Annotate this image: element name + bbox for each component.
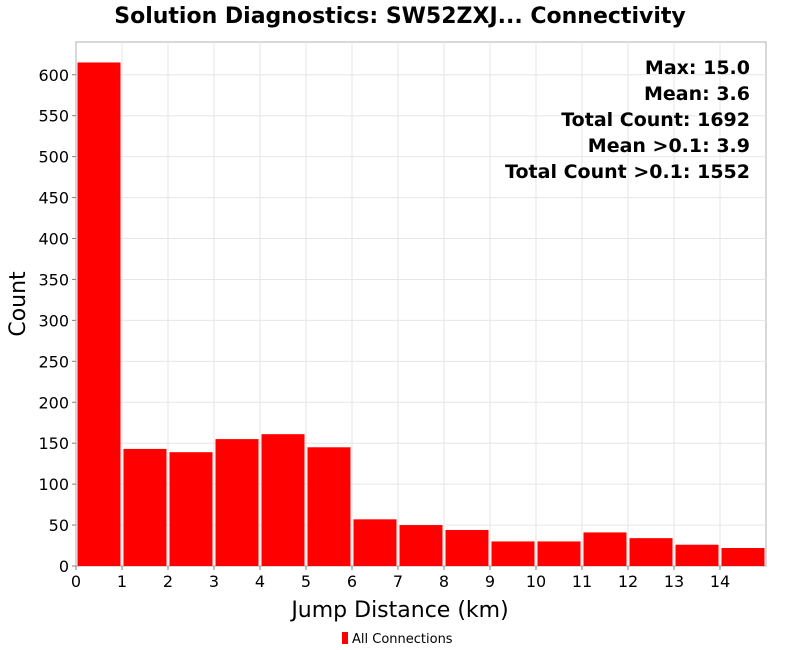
y-axis-label: Count [6, 271, 31, 337]
y-tick-label: 600 [38, 66, 69, 85]
x-tick-label: 3 [209, 572, 219, 591]
bar[interactable] [675, 544, 719, 566]
grid-lines [76, 42, 766, 566]
y-tick-label: 500 [38, 148, 69, 167]
legend[interactable]: All Connections [342, 632, 453, 647]
stat-line: Total Count: 1692 [561, 109, 750, 131]
x-tick-label: 1 [117, 572, 127, 591]
bars [77, 62, 765, 566]
x-tick-label: 10 [526, 572, 546, 591]
x-tick-label: 11 [572, 572, 592, 591]
y-tick-label: 400 [38, 230, 69, 249]
x-tick-label: 5 [301, 572, 311, 591]
y-tick-label: 300 [38, 311, 69, 330]
bar[interactable] [491, 541, 535, 566]
y-axis-ticks: 0 50 100 150 200 250 300 350 400 450 500 550 600 [38, 66, 76, 576]
y-tick-label: 150 [38, 434, 69, 453]
y-tick-label: 200 [38, 393, 69, 412]
x-tick-label: 14 [710, 572, 730, 591]
y-tick-label: 250 [38, 352, 69, 371]
bar[interactable] [307, 447, 351, 566]
bar[interactable] [537, 541, 581, 566]
y-tick-label: 350 [38, 270, 69, 289]
x-tick-label: 12 [618, 572, 638, 591]
y-tick-label: 550 [38, 107, 69, 126]
x-tick-label: 7 [393, 572, 403, 591]
bar[interactable] [261, 434, 305, 566]
y-tick-label: 100 [38, 475, 69, 494]
bar[interactable] [215, 439, 259, 566]
bar[interactable] [353, 519, 397, 566]
bar[interactable] [399, 525, 443, 566]
x-tick-label: 6 [347, 572, 357, 591]
x-axis-ticks: 0 1 2 3 4 5 6 7 8 9 10 11 12 13 14 [71, 566, 730, 591]
stat-line: Total Count >0.1: 1552 [505, 161, 750, 183]
bar[interactable] [77, 62, 121, 566]
stat-line: Max: 15.0 [645, 57, 750, 79]
bar[interactable] [123, 448, 167, 566]
x-axis-label: Jump Distance (km) [289, 598, 508, 623]
x-tick-label: 4 [255, 572, 265, 591]
bar[interactable] [583, 532, 627, 566]
bar[interactable] [721, 547, 765, 566]
y-tick-label: 0 [59, 557, 69, 576]
bar[interactable] [629, 538, 673, 566]
x-tick-label: 2 [163, 572, 173, 591]
chart-title: Solution Diagnostics: SW52ZXJ... Connect… [114, 4, 685, 29]
y-tick-label: 50 [49, 516, 69, 535]
stat-line: Mean: 3.6 [644, 83, 750, 105]
stat-line: Mean >0.1: 3.9 [588, 135, 750, 157]
bar[interactable] [445, 529, 489, 566]
x-tick-label: 9 [485, 572, 495, 591]
x-tick-label: 0 [71, 572, 81, 591]
legend-swatch [342, 632, 348, 644]
stats-annotation: Max: 15.0 Mean: 3.6 Total Count: 1692 Mean … [505, 57, 750, 183]
bar[interactable] [169, 452, 213, 566]
y-tick-label: 450 [38, 189, 69, 208]
x-tick-label: 8 [439, 572, 449, 591]
legend-label: All Connections [352, 632, 453, 647]
x-tick-label: 13 [664, 572, 684, 591]
